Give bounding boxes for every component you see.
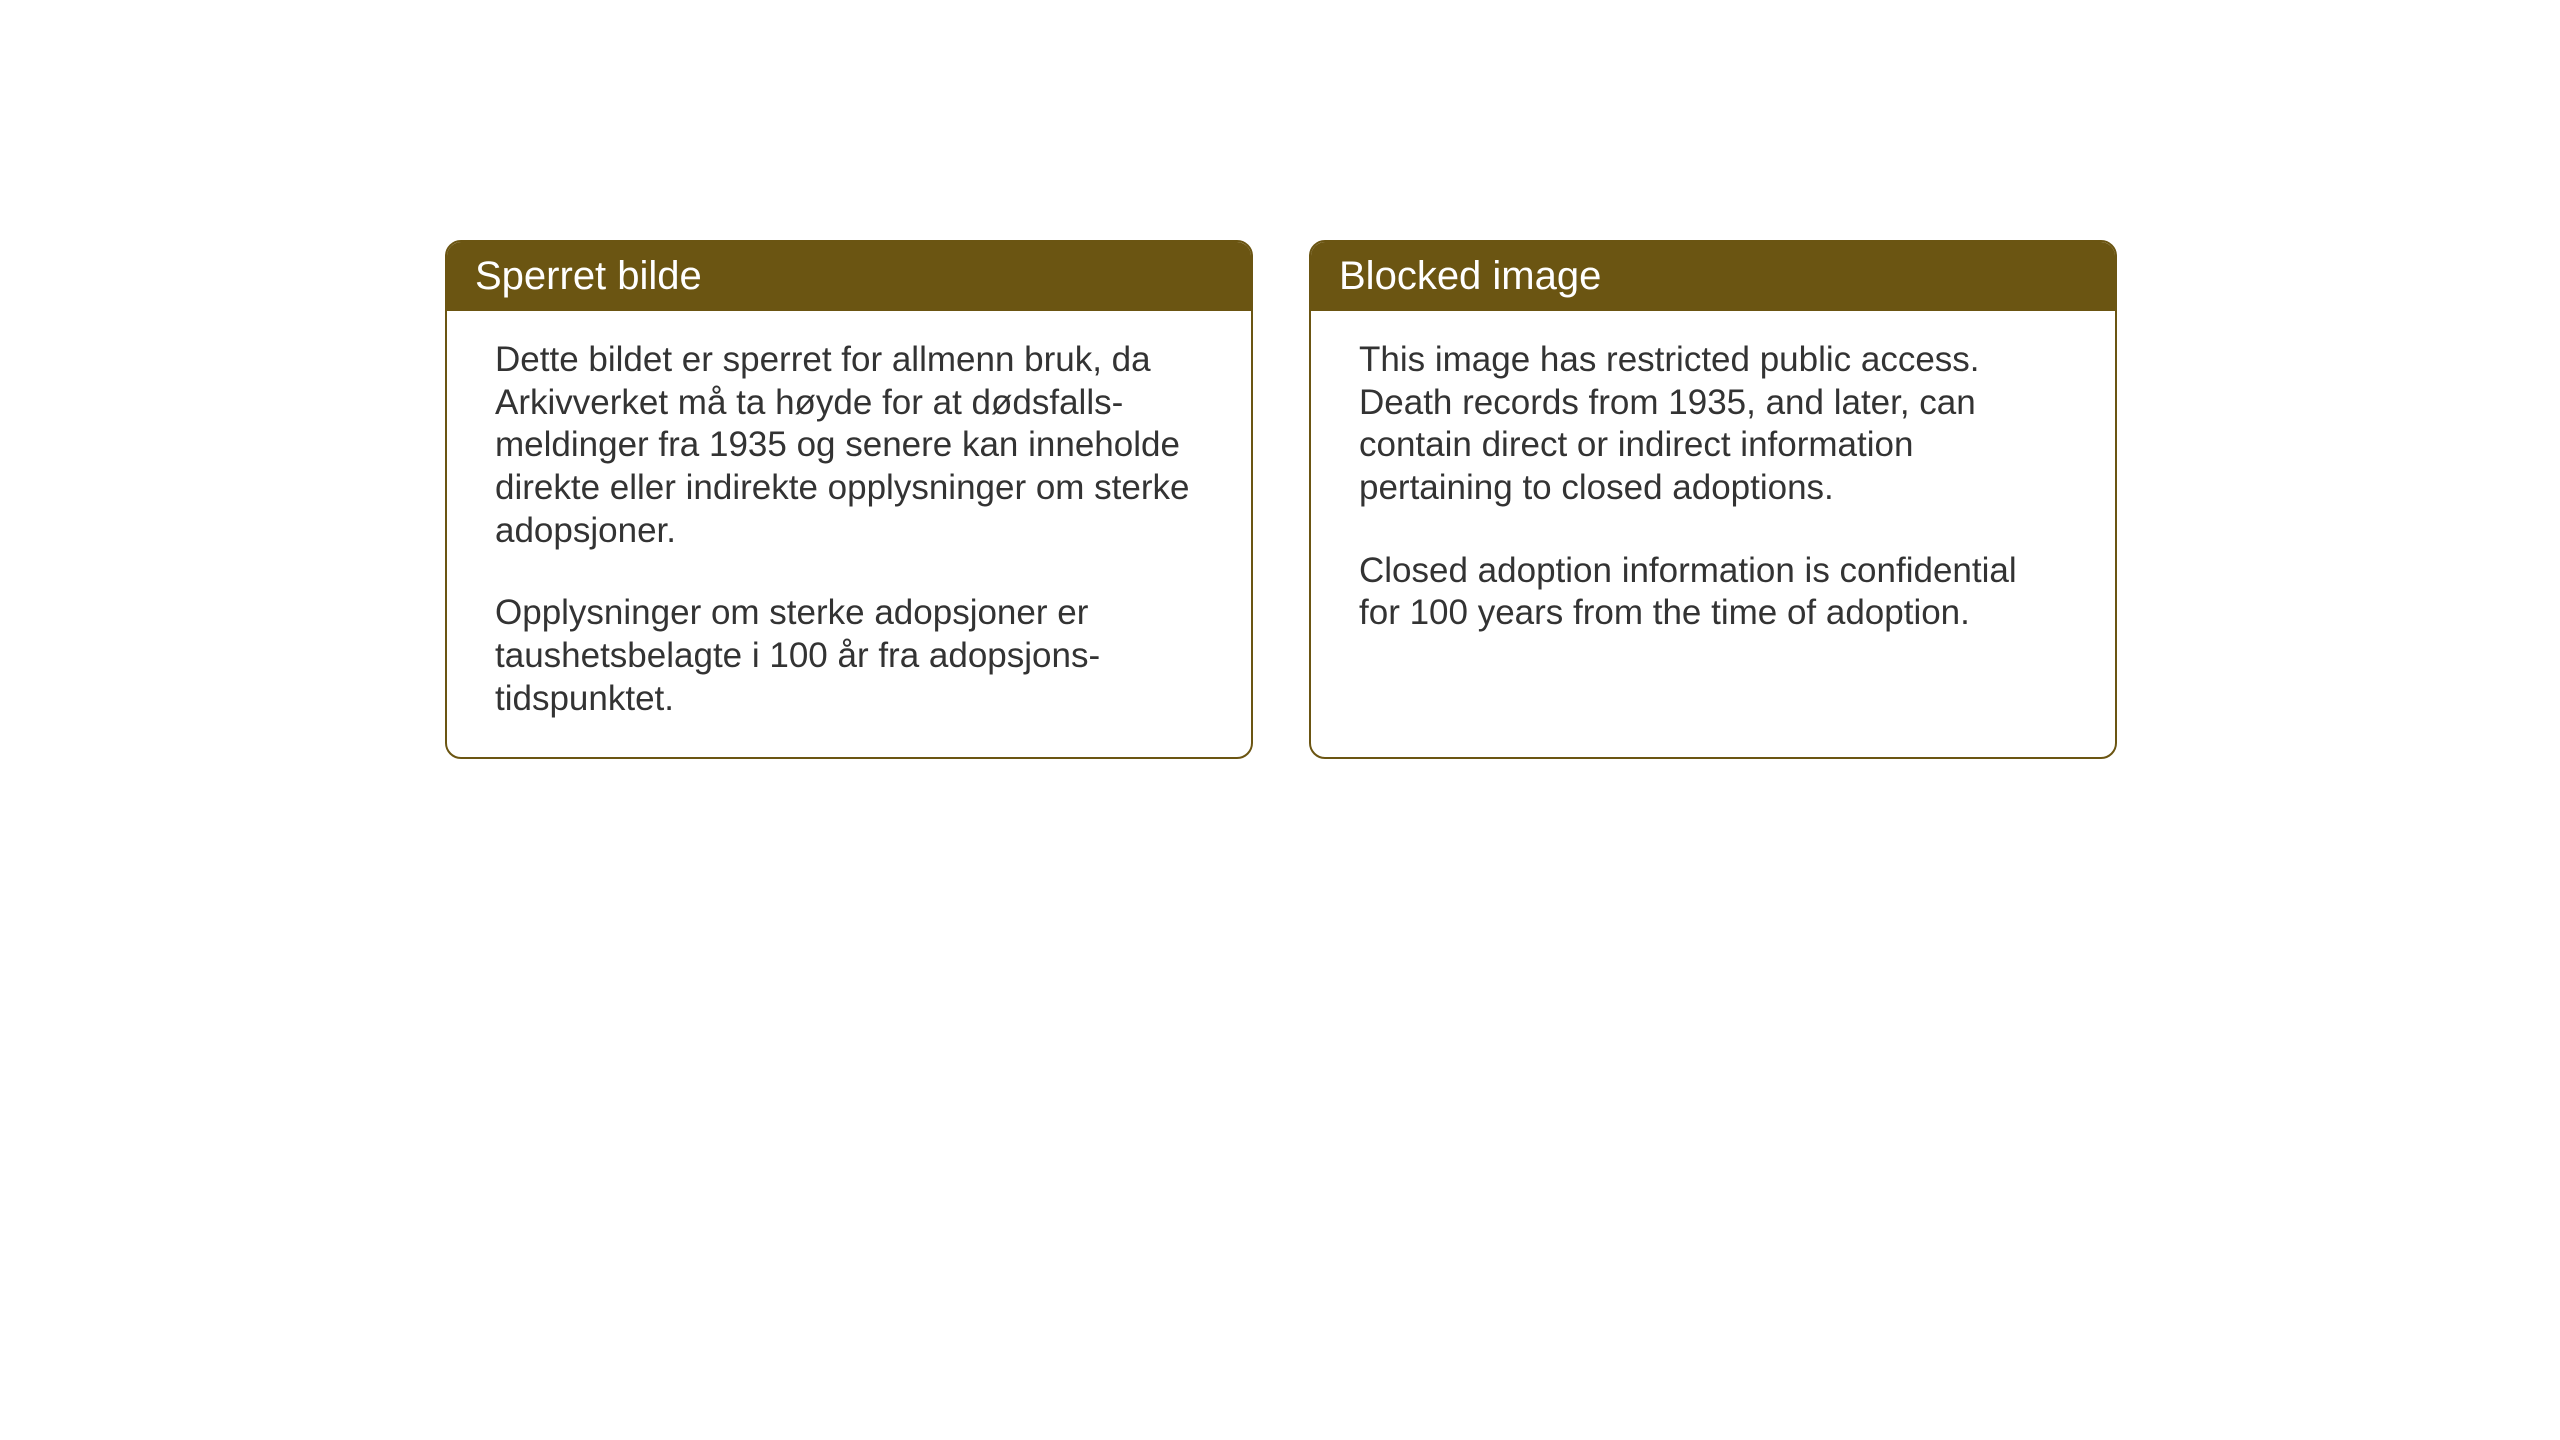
card-norwegian-title: Sperret bilde <box>475 254 702 298</box>
card-english-body: This image has restricted public access.… <box>1311 311 2115 671</box>
card-norwegian-header: Sperret bilde <box>447 242 1251 311</box>
card-english-paragraph-2: Closed adoption information is confident… <box>1359 550 2067 635</box>
card-english: Blocked image This image has restricted … <box>1309 240 2117 759</box>
card-norwegian: Sperret bilde Dette bildet er sperret fo… <box>445 240 1253 759</box>
card-norwegian-paragraph-2: Opplysninger om sterke adopsjoner er tau… <box>495 592 1203 720</box>
card-english-paragraph-1: This image has restricted public access.… <box>1359 339 2067 510</box>
card-english-header: Blocked image <box>1311 242 2115 311</box>
card-norwegian-paragraph-1: Dette bildet er sperret for allmenn bruk… <box>495 339 1203 552</box>
card-english-title: Blocked image <box>1339 254 1601 298</box>
cards-container: Sperret bilde Dette bildet er sperret fo… <box>445 240 2117 759</box>
card-norwegian-body: Dette bildet er sperret for allmenn bruk… <box>447 311 1251 757</box>
